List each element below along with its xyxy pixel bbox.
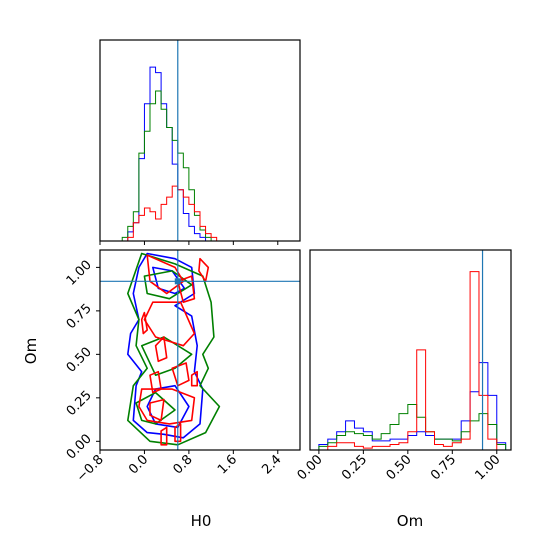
joint-x-tick-label: 2.4 [259, 452, 284, 477]
om-histogram-panel: 0.00 0.25 0.50 0.75 1.00 [295, 249, 512, 483]
joint-y-tick-label: 0.25 [64, 388, 95, 419]
om-x-tick-label: 1.00 [473, 452, 504, 483]
joint-contour-green-outer [127, 252, 221, 446]
joint-contour-red-12 [174, 423, 182, 443]
h0-axis-label: H0 [191, 512, 212, 530]
joint-contour-red-5 [140, 311, 148, 335]
h0-hist-frame [99, 39, 301, 242]
joint-contour-red-11 [149, 398, 165, 422]
h0-histogram-panel [99, 39, 301, 245]
joint-panel: −0.8 0.0 0.8 1.6 2.40.000.250.500.751.00 [64, 249, 301, 485]
om-hist-blue-series [318, 362, 507, 450]
joint-y-tick-label: 0.75 [64, 301, 95, 332]
om-x-tick-label: 0.25 [339, 452, 370, 483]
joint-x-tick-label: 0.0 [126, 452, 151, 477]
om-hist-green-series [318, 404, 507, 450]
joint-y-tick-label: 1.00 [64, 258, 95, 289]
joint-y-tick-label: 0.50 [64, 345, 95, 376]
joint-x-tick-label: 1.6 [215, 452, 240, 477]
om-x-tick-label: 0.00 [295, 452, 326, 483]
joint-contour-red-1 [146, 254, 185, 295]
joint-contour-red-6 [154, 336, 168, 363]
h0-hist-red-series [122, 185, 218, 242]
om-hist-red-series [318, 271, 506, 451]
joint-contour-red-13 [160, 426, 168, 446]
joint-contour-green-low [135, 391, 176, 425]
joint-contour-red-2 [198, 257, 210, 283]
h0-hist-green-series [121, 90, 217, 242]
h0-hist-blue-series [122, 66, 217, 242]
joint-contour-red-7 [171, 362, 190, 387]
om-hist-frame [309, 249, 512, 451]
joint-contour-red-10 [138, 388, 196, 425]
om-axis-label: Om [397, 512, 423, 530]
joint-x-tick-label: 0.8 [170, 452, 195, 477]
om-x-tick-label: 0.50 [384, 452, 415, 483]
joint-truth-marker [174, 278, 181, 285]
joint-contour-red-4 [143, 301, 196, 347]
joint-contour-red-8 [190, 370, 198, 387]
joint-contour-red-3 [177, 275, 196, 303]
joint-contour-green-top [143, 270, 193, 300]
joint-frame [99, 249, 301, 451]
om-x-tick-label: 0.75 [428, 452, 459, 483]
om-y-axis-label: Om [22, 338, 40, 364]
joint-contour-blue-outer [127, 252, 204, 439]
